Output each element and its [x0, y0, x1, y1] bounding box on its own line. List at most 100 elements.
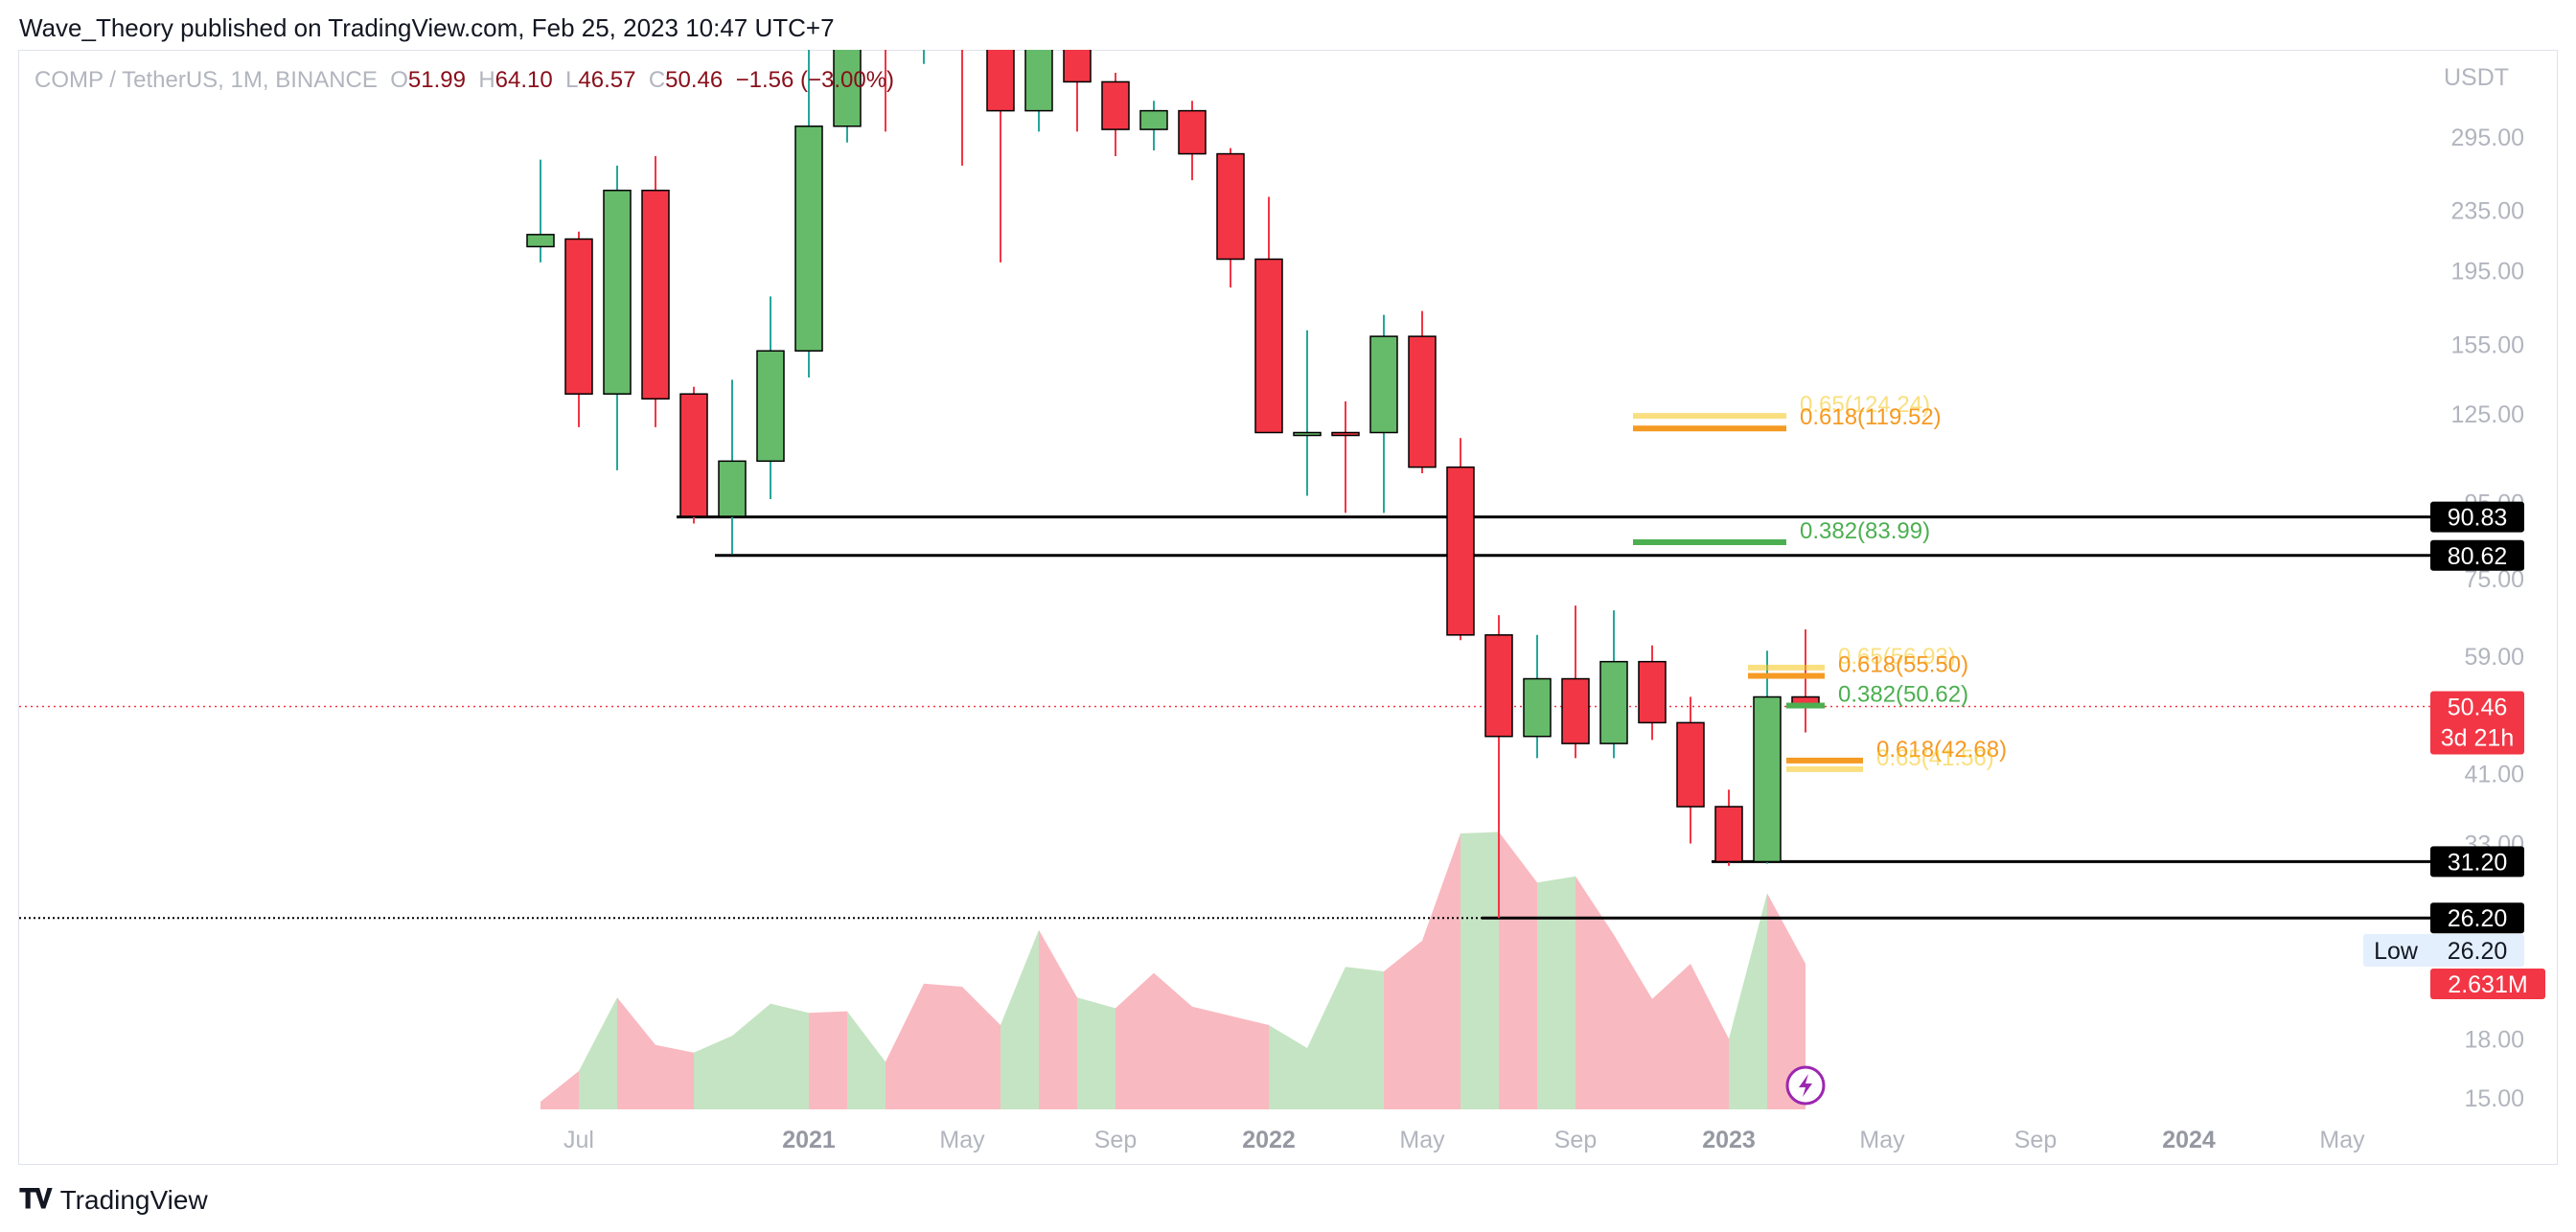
candle-body: [1101, 80, 1130, 130]
volume-segment: [1000, 929, 1039, 1109]
volume-area-layer: [540, 832, 1806, 1109]
volume-value: 2.631M: [2448, 971, 2527, 998]
x-tick-label: 2023: [1702, 1127, 1756, 1153]
svg-text:80.62: 80.62: [2448, 543, 2508, 570]
fib-level-label: 0.65(41.56): [1876, 745, 1994, 771]
volume-segment: [694, 1036, 732, 1109]
fib-level-label: 0.65(56.93): [1838, 644, 1956, 670]
volume-segment: [540, 1071, 579, 1109]
candle: [1484, 615, 1513, 919]
candle: [1638, 645, 1667, 741]
x-tick-label: May: [1859, 1127, 1905, 1153]
candle-body: [1063, 50, 1092, 83]
candle: [603, 165, 632, 470]
close-value: 50.46: [665, 67, 724, 93]
svg-text:90.83: 90.83: [2448, 505, 2508, 532]
fib-level-label: 0.618(42.68): [1876, 737, 2007, 763]
volume-segment: [1537, 876, 1576, 1109]
volume-segment: [1039, 929, 1077, 1109]
x-tick-label: Jul: [564, 1127, 594, 1153]
candle: [1254, 196, 1283, 434]
price-tag: 31.20: [2430, 846, 2524, 878]
candle-body: [1024, 50, 1053, 112]
volume-segment: [1384, 941, 1422, 1109]
candle: [1063, 50, 1092, 132]
volume-segment: [1576, 876, 1614, 1109]
volume-segment: [1614, 934, 1652, 1109]
candle-body: [1178, 109, 1207, 155]
x-tick-label: 2024: [2162, 1127, 2216, 1153]
open-label: O: [390, 67, 408, 93]
svg-text:31.20: 31.20: [2448, 849, 2508, 876]
volume-segment: [1154, 972, 1192, 1109]
candle: [1216, 148, 1245, 288]
candle-body: [1484, 634, 1513, 738]
low-tag: Low 26.20: [2363, 934, 2524, 967]
svg-text:26.20: 26.20: [2448, 905, 2508, 932]
candle: [1599, 610, 1628, 759]
fib-level-label: 0.382(83.99): [1800, 518, 1930, 544]
candle: [1331, 400, 1360, 513]
fib-level-label: 0.65(124.24): [1800, 392, 1930, 418]
tradingview-logo-icon: 𝐓𝐕: [19, 1184, 53, 1214]
volume-segment: [732, 1003, 770, 1109]
candle-body: [756, 350, 785, 463]
axis-layer: USDT295.00235.00195.00155.00125.0095.007…: [564, 64, 2524, 1153]
candle-body: [718, 460, 747, 517]
candle: [641, 155, 670, 427]
volume-segment: [1077, 997, 1116, 1109]
candle-body: [1408, 335, 1437, 468]
volume-segment: [1652, 964, 1690, 1109]
x-tick-label: May: [2319, 1127, 2365, 1153]
tradingview-footer[interactable]: 𝐓𝐕 TradingView: [19, 1184, 208, 1216]
symbol-legend[interactable]: COMP / TetherUS, 1M, BINANCE O51.99 H64.…: [34, 67, 894, 94]
x-tick-label: 2021: [782, 1127, 836, 1153]
symbol-name: COMP / TetherUS, 1M, BINANCE: [34, 67, 378, 93]
fib-level-label: 0.618(55.50): [1838, 651, 1968, 677]
candle-body: [833, 50, 862, 127]
candle-body: [1369, 335, 1398, 434]
candle: [1446, 438, 1475, 641]
candle-body: [1561, 677, 1590, 744]
volume-segment: [962, 987, 1000, 1109]
volume-segment: [1116, 972, 1154, 1109]
y-tick-label: 155.00: [2451, 332, 2524, 359]
volume-segment: [1346, 967, 1384, 1109]
countdown-value: 3d 21h: [2441, 725, 2514, 752]
volume-segment: [1690, 964, 1729, 1109]
lightning-event-icon[interactable]: [1785, 1065, 1826, 1106]
candle: [961, 50, 963, 166]
y-tick-label: 125.00: [2451, 401, 2524, 428]
price-tag: 26.20: [2430, 902, 2524, 934]
candle-body: [679, 393, 708, 517]
low-label: L: [565, 67, 579, 93]
x-tick-label: 2022: [1242, 1127, 1296, 1153]
candle: [1024, 50, 1053, 132]
candle: [872, 0, 899, 132]
volume-segment: [847, 1011, 886, 1109]
y-tick-label: 235.00: [2451, 198, 2524, 225]
candle-body: [872, 0, 899, 38]
volume-segment: [886, 983, 924, 1109]
volume-segment: [809, 1011, 847, 1109]
candle: [526, 159, 555, 262]
candle-body: [1523, 677, 1552, 738]
low-label: Low: [2374, 938, 2419, 965]
current-price-value: 50.46: [2448, 695, 2508, 721]
candle-body: [1216, 152, 1245, 261]
candle: [1561, 605, 1590, 759]
candle-body: [526, 234, 555, 248]
candle: [794, 50, 823, 377]
open-value: 51.99: [407, 67, 466, 93]
chart-frame: [18, 50, 2558, 1165]
candle: [1753, 650, 1782, 864]
volume-segment: [1422, 833, 1460, 1109]
volume-segment: [924, 983, 962, 1109]
candle-body: [910, 0, 937, 38]
volume-segment: [1729, 893, 1767, 1109]
horizontal-lines-layer: [19, 515, 2434, 920]
axis-labels-layer: 90.83 80.62 31.20 26.20 50.46 3d 21h Low 26.20 2…: [2363, 501, 2545, 999]
y-tick-label: 18.00: [2464, 1027, 2524, 1054]
candle-body: [564, 238, 593, 395]
